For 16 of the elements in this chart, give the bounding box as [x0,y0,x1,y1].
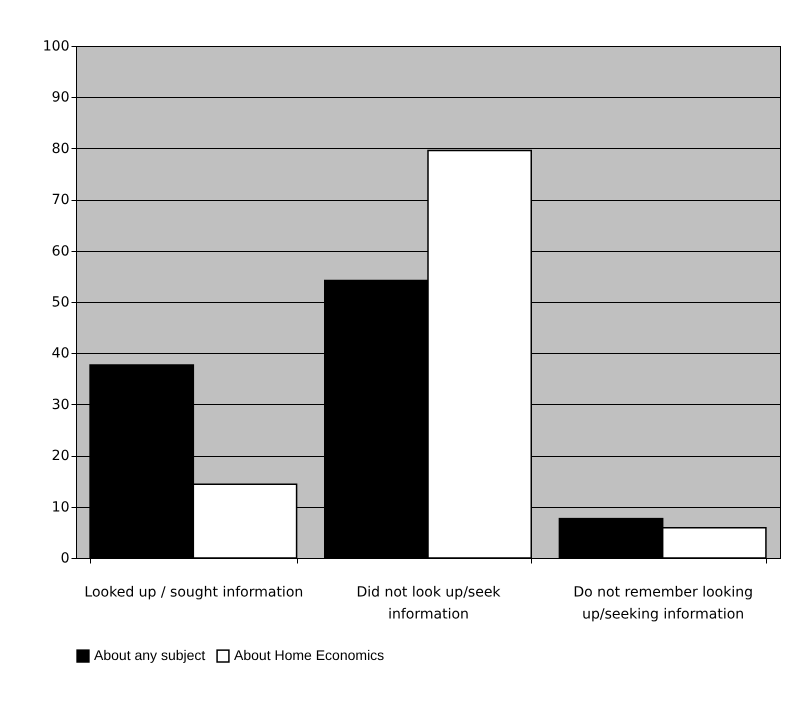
legend-label: About any subject [94,647,206,664]
y-tick-label: 70 [52,192,70,208]
x-tick-label: Did not look up/seek information [356,584,502,622]
y-tick-label: 0 [60,550,70,566]
y-tick-label: 40 [52,346,70,362]
x-tick-label: Looked up / sought information [84,584,304,600]
y-tick-label: 80 [52,140,70,157]
y-tick-label: 20 [52,448,70,464]
x-tick-label: Do not remember looking up/seeking information [573,584,753,622]
y-tick-label: 10 [52,499,70,516]
legend-label: About Home Economics [234,647,384,664]
y-tick-label: 30 [52,396,70,413]
y-tick-label: 100 [42,38,70,54]
y-tick-label: 50 [52,294,70,310]
y-tick-label: 60 [52,243,70,260]
y-tick-label: 90 [52,90,70,106]
